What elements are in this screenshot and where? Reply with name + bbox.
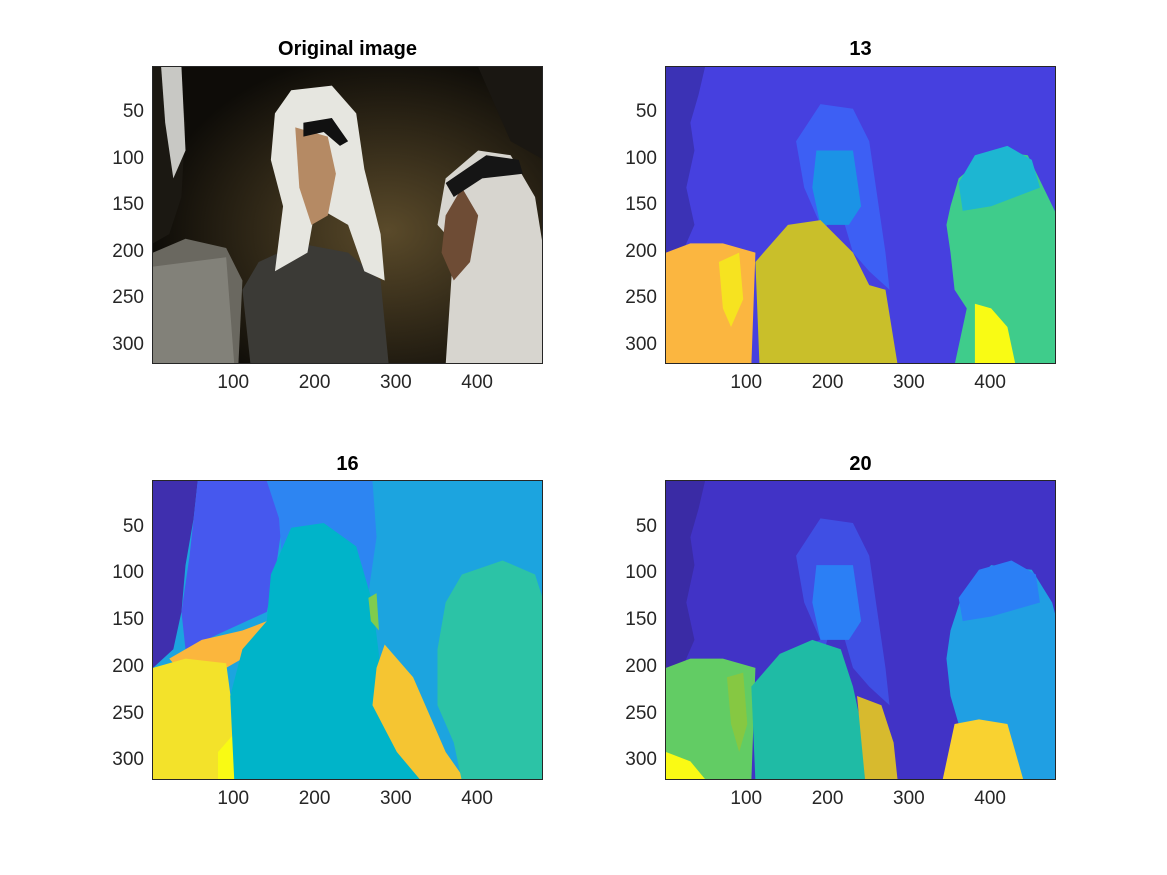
segmentation-map-20 xyxy=(666,481,1055,779)
x-tick-label: 100 xyxy=(730,788,763,809)
y-tick-label: 200 xyxy=(625,240,657,262)
y-tick-label: 250 xyxy=(112,702,144,724)
y-tick-label: 250 xyxy=(625,702,657,724)
segment-keffiyeh-corner xyxy=(666,752,705,779)
photo-cloth-left xyxy=(161,67,186,179)
y-tick-label: 100 xyxy=(625,147,657,169)
y-tick-label: 50 xyxy=(635,515,657,537)
photo-agal-band xyxy=(303,118,349,146)
segment-left-strip xyxy=(666,67,706,258)
segment-small-green xyxy=(368,593,379,631)
segment-left-strip xyxy=(153,481,198,668)
axes-original-image xyxy=(152,66,543,364)
segment-jacket-edge xyxy=(857,695,898,779)
panel-title: 13 xyxy=(849,38,872,60)
photo-keffiyeh-pattern xyxy=(153,257,235,363)
panel-title: 20 xyxy=(849,453,872,475)
segment-right-neck xyxy=(974,303,1016,363)
panel-title: 16 xyxy=(336,453,359,475)
x-tick-label: 200 xyxy=(298,372,331,393)
x-tick-label: 300 xyxy=(893,372,925,393)
y-tick-label: 150 xyxy=(112,194,144,216)
segment-jacket xyxy=(751,639,866,779)
segment-right-agal xyxy=(958,560,1040,622)
photo-right-agal xyxy=(445,155,523,197)
segmentation-map-16 xyxy=(153,481,542,779)
original-photo xyxy=(153,67,542,363)
x-tick-label: 400 xyxy=(974,788,1006,809)
segment-face xyxy=(812,565,862,640)
segment-right-neck xyxy=(942,719,1024,779)
y-tick-label: 50 xyxy=(122,515,144,537)
segmentation-map-13 xyxy=(666,67,1055,363)
photo-jacket xyxy=(242,243,389,363)
y-tick-label: 200 xyxy=(112,240,144,262)
segment-face xyxy=(812,150,862,225)
segment-keffiyeh-highlight xyxy=(718,252,744,327)
x-tick-label: 200 xyxy=(298,788,331,809)
x-tick-label: 400 xyxy=(461,372,493,393)
segment-keffiyeh xyxy=(153,658,243,779)
y-tick-label: 200 xyxy=(112,655,144,677)
segment-right-figure xyxy=(437,560,542,779)
photo-face xyxy=(295,127,336,225)
axes-segmentation-13 xyxy=(665,66,1056,364)
x-tick-label: 300 xyxy=(380,788,412,809)
y-tick-label: 250 xyxy=(625,287,657,309)
photo-background-people xyxy=(478,67,542,159)
y-tick-label: 50 xyxy=(122,101,144,123)
y-tick-label: 250 xyxy=(112,287,144,309)
x-tick-label: 200 xyxy=(811,788,844,809)
photo-right-face xyxy=(441,187,479,281)
segment-central-figure xyxy=(230,523,420,779)
x-tick-label: 300 xyxy=(380,372,412,393)
axes-segmentation-16 xyxy=(152,480,543,780)
segment-left-strip xyxy=(666,481,706,673)
x-tick-label: 100 xyxy=(217,372,250,393)
panel-title: Original image xyxy=(278,38,417,60)
y-tick-label: 50 xyxy=(635,101,657,123)
y-tick-label: 150 xyxy=(625,194,657,216)
x-tick-label: 200 xyxy=(811,372,844,393)
axes-segmentation-20 xyxy=(665,480,1056,780)
y-tick-label: 300 xyxy=(625,333,657,355)
y-tick-label: 100 xyxy=(112,147,144,169)
y-tick-label: 100 xyxy=(625,562,657,584)
y-tick-label: 150 xyxy=(625,609,657,631)
x-tick-label: 400 xyxy=(974,372,1006,393)
y-tick-label: 300 xyxy=(112,333,144,355)
y-tick-label: 150 xyxy=(112,609,144,631)
segment-keffiyeh xyxy=(666,243,756,363)
y-tick-label: 300 xyxy=(625,749,657,771)
segment-keffiyeh-fold xyxy=(726,672,748,753)
x-tick-label: 100 xyxy=(217,788,250,809)
x-tick-label: 400 xyxy=(461,788,493,809)
y-tick-label: 300 xyxy=(112,749,144,771)
segment-jacket xyxy=(755,220,898,363)
segment-jacket-right xyxy=(372,644,465,779)
segment-keffiyeh-highlight xyxy=(218,733,235,779)
x-tick-label: 100 xyxy=(730,372,763,393)
y-tick-label: 100 xyxy=(112,562,144,584)
y-tick-label: 200 xyxy=(625,655,657,677)
segment-upper-left xyxy=(181,481,284,650)
x-tick-label: 300 xyxy=(893,788,925,809)
segment-right-agal xyxy=(958,145,1040,211)
